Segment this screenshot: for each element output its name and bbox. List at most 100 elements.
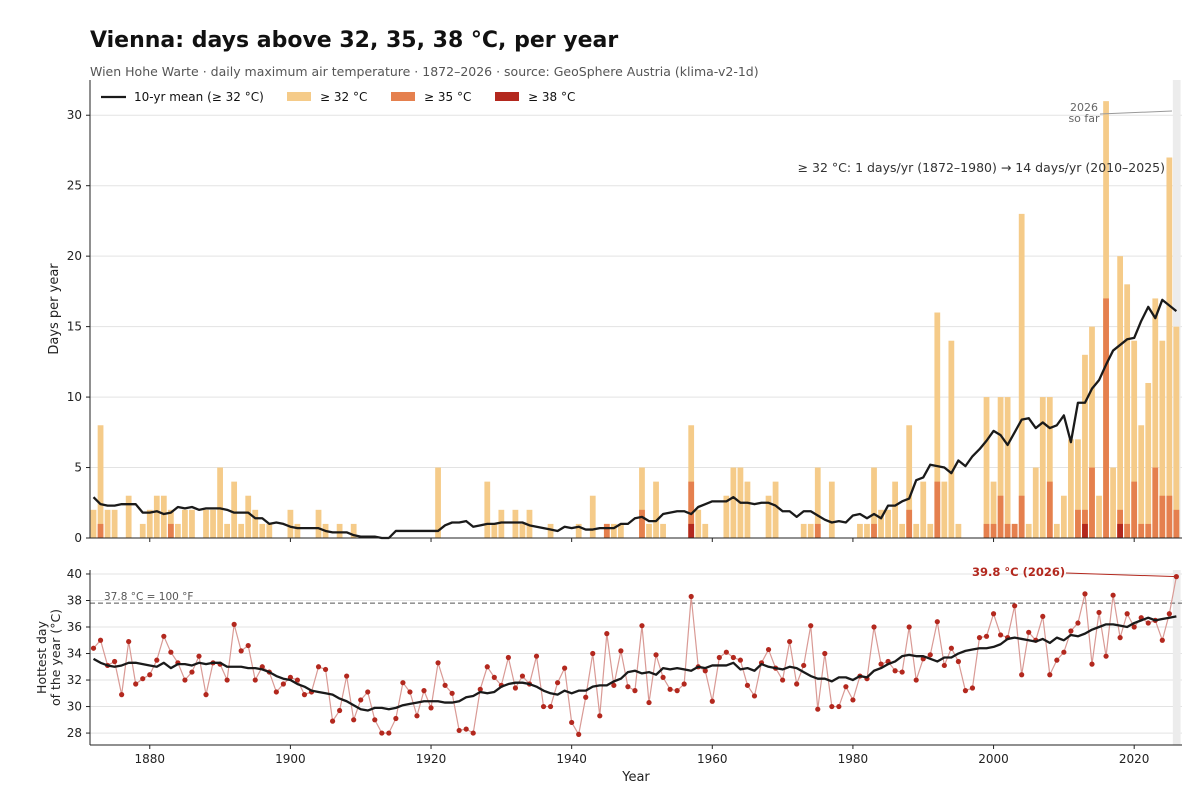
bar-ge32 xyxy=(160,495,167,538)
hottest-day-point xyxy=(808,623,814,629)
bar-ge32 xyxy=(772,481,779,538)
bar-ge32 xyxy=(252,509,259,538)
hottest-day-point xyxy=(569,719,575,726)
hottest-day-point xyxy=(358,697,364,703)
hottest-day-point xyxy=(1096,609,1102,616)
top-panel: 0 5 10 15 20 25 30 Days per year 10-yr mean (≥ 3… xyxy=(47,80,1182,545)
hottest-day-point xyxy=(470,730,476,736)
bar-ge35 xyxy=(1103,298,1109,538)
hottest-day-point xyxy=(1159,637,1165,643)
hottest-day-point xyxy=(997,632,1004,638)
x-tick-label: 2000 xyxy=(978,752,1009,766)
partial-year-label: 2026 xyxy=(1070,101,1098,114)
x-tick-label: 2020 xyxy=(1119,752,1150,766)
hottest-day-point xyxy=(442,682,448,688)
hottest-day-point xyxy=(90,645,97,651)
y-tick-label: 34 xyxy=(67,647,82,661)
bar-ge32 xyxy=(90,509,97,538)
hottest-day-point xyxy=(681,681,687,687)
hottest-day-point xyxy=(1131,624,1137,630)
hottest-day-point xyxy=(801,662,807,669)
legend-label-ge32: ≥ 32 °C xyxy=(320,90,367,104)
hottest-day-point xyxy=(709,698,715,704)
bar-ge32 xyxy=(210,509,216,538)
bar-ge35 xyxy=(1152,467,1159,538)
bar-ge32 xyxy=(948,340,955,538)
bar-ge32 xyxy=(435,467,441,538)
legend-swatch-ge35 xyxy=(391,92,415,101)
chart-subtitle: Wien Hohe Warte · daily maximum air temp… xyxy=(90,64,759,79)
bar-ge32 xyxy=(934,312,941,538)
hottest-day-point xyxy=(744,682,751,688)
bar-ge32 xyxy=(1166,157,1173,538)
bar-ge35 xyxy=(1145,523,1152,538)
hottest-day-point xyxy=(913,677,919,683)
y-tick-label: 38 xyxy=(67,593,82,607)
legend: 10-yr mean (≥ 32 °C) ≥ 32 °C ≥ 35 °C ≥ 38 °… xyxy=(101,90,575,104)
bar-ge32 xyxy=(336,523,343,538)
hottest-day-point xyxy=(168,649,174,655)
hottest-day-point xyxy=(322,666,329,673)
hottest-day-point xyxy=(878,661,884,667)
hottest-day-point xyxy=(351,717,357,723)
bar-ge32 xyxy=(245,495,252,538)
bar-ge32 xyxy=(231,481,238,538)
y-tick-label: 32 xyxy=(67,673,82,687)
bar-ge32 xyxy=(871,467,877,538)
hottest-day-point xyxy=(1166,611,1172,617)
bar-ge32 xyxy=(864,523,870,538)
hottest-day-point xyxy=(590,650,596,657)
bar-ge32 xyxy=(1173,326,1180,538)
hottest-day-point xyxy=(393,715,399,722)
hottest-day-point xyxy=(97,637,104,643)
hottest-day-point xyxy=(238,648,244,654)
y-tick-label: 40 xyxy=(67,567,82,581)
hottest-day-point xyxy=(927,652,933,658)
bar-ge32 xyxy=(1060,495,1067,538)
bar-ge32 xyxy=(547,523,554,538)
hottest-day-point xyxy=(899,669,905,675)
bar-ge32 xyxy=(498,509,505,538)
bar-ge35 xyxy=(1075,509,1081,538)
bar-ge32 xyxy=(899,523,906,538)
hottest-day-point xyxy=(829,703,835,710)
bar-ge35 xyxy=(1004,523,1011,538)
hottest-day-point xyxy=(554,680,561,686)
bar-ge32 xyxy=(695,509,702,538)
bar-ge32 xyxy=(1089,326,1095,538)
bar-ge35 xyxy=(1124,523,1131,538)
partial-year-pointer xyxy=(1099,110,1173,115)
bar-ge32 xyxy=(617,523,624,538)
hottest-day-point xyxy=(505,654,511,661)
hottest-day-point xyxy=(611,682,617,688)
hottest-day-point xyxy=(667,686,673,692)
hottest-day-point xyxy=(224,677,230,683)
hottest-day-point xyxy=(632,688,638,694)
hottest-day-point xyxy=(1110,592,1116,598)
hottest-day-point xyxy=(182,677,188,683)
hottest-day-point xyxy=(660,674,666,680)
y-tick-label: 15 xyxy=(67,320,82,334)
hottest-day-point xyxy=(484,664,490,670)
hottest-day-point xyxy=(716,654,722,661)
x-tick-label: 1920 xyxy=(416,752,447,766)
hottest-day-point xyxy=(1089,661,1095,667)
chart-title: Vienna: days above 32, 35, 38 °C, per ye… xyxy=(90,28,619,53)
hottest-day-point xyxy=(1068,628,1074,634)
bar-ge32 xyxy=(702,523,709,538)
bar-ge32 xyxy=(512,509,519,538)
hottest-day-point xyxy=(892,668,898,674)
hottest-day-point xyxy=(231,621,237,627)
y-tick-label: 30 xyxy=(67,700,82,714)
hottest-day-point xyxy=(449,690,455,696)
hottest-day-point xyxy=(780,677,786,683)
bar-ge35 xyxy=(997,495,1004,538)
hottest-day-point xyxy=(976,635,983,641)
bar-ge32 xyxy=(519,523,526,538)
bar-ge35 xyxy=(1173,509,1180,538)
x-axis-label: Year xyxy=(621,770,650,785)
reference-line-label: 37.8 °C = 100 °F xyxy=(104,591,193,603)
bar-ge32 xyxy=(1004,397,1011,538)
partial-year-label: so far xyxy=(1068,112,1100,125)
